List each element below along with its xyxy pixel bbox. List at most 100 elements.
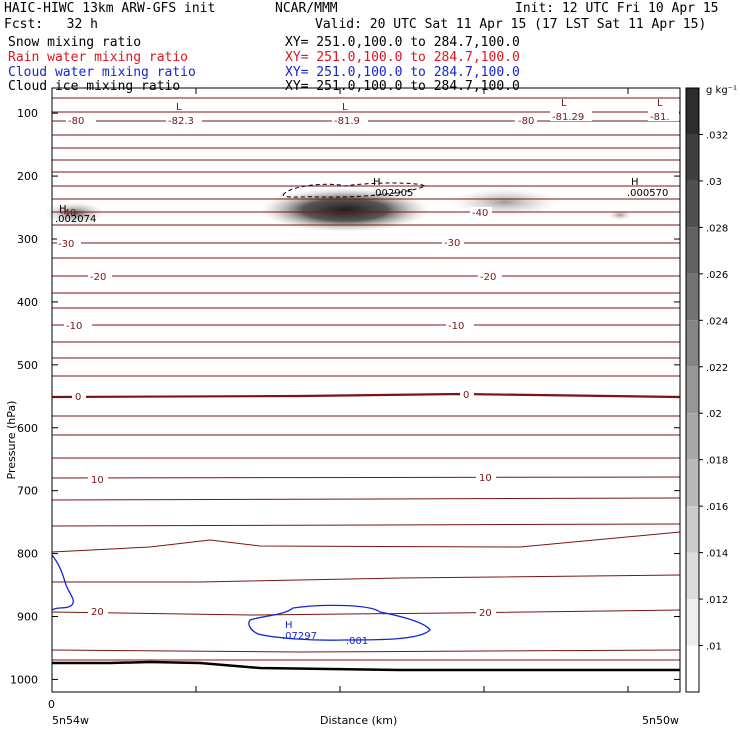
forecast-hour: Fcst: 32 h — [4, 17, 98, 32]
high-value: .002905 — [372, 188, 413, 199]
isotherm-label: 0 — [463, 390, 469, 401]
low-value: -82.3 — [168, 116, 194, 127]
isotherm-line — [51, 497, 681, 501]
colorbar-tick-label: .03 — [706, 177, 722, 188]
y-tick-label: 100 — [17, 107, 38, 120]
cloud-water-contour-label: .001 — [346, 636, 368, 647]
x-axis-title: Distance (km) — [320, 714, 397, 727]
high-marker: H — [59, 204, 67, 215]
colorbar-tick-label: .02 — [706, 409, 722, 420]
isotherm-label: -20 — [90, 272, 106, 283]
colorbar-tick-label: .024 — [706, 316, 728, 327]
snow-left-shade — [45, 202, 105, 224]
y-tick-label: 500 — [17, 359, 38, 372]
low-marker: L — [342, 102, 348, 113]
high-value: .07297 — [282, 631, 317, 642]
y-tick-label: 700 — [17, 485, 38, 498]
cloud-ice-contour — [282, 182, 426, 198]
isotherm-label: -80 — [518, 116, 534, 127]
colorbar-tick-label: .018 — [706, 456, 728, 467]
isotherm-line — [51, 476, 681, 479]
isotherm-label: 10 — [479, 473, 492, 484]
isotherm-label: 10 — [91, 475, 104, 486]
isotherm-label: -40 — [60, 208, 76, 219]
isotherm-label: -10 — [448, 321, 464, 332]
y-axis-title: Pressure (hPa) — [5, 401, 18, 480]
low-value: -81.9 — [334, 116, 360, 127]
isotherm-label: 0 — [75, 392, 81, 403]
field-cloudwater-name: Cloud water mixing ratio — [8, 65, 196, 80]
org-label: NCAR/MMM — [275, 1, 338, 16]
field-rain-name: Rain water mixing ratio — [8, 50, 189, 65]
high-marker: H — [285, 620, 293, 631]
cloud-water-contour-left — [51, 554, 74, 611]
isotherm-zero — [51, 392, 681, 399]
y-tick-label: 300 — [17, 233, 38, 246]
isotherm-labels: -80 -80 -40 -40 -30 -30 -20 -20 -10 -10 … — [57, 114, 537, 619]
y-tick-label: 900 — [17, 611, 38, 624]
high-value: .000570 — [627, 188, 668, 199]
y-tick-label: 1000 — [10, 673, 38, 686]
y-tick-marks — [52, 112, 680, 680]
cloud-water-contours — [51, 554, 431, 641]
x-origin-tick: 0 — [48, 698, 55, 711]
x-end-left-label: 5n54w — [52, 714, 89, 727]
isotherm-label: -40 — [472, 208, 488, 219]
colorbar-segment — [686, 273, 699, 321]
low-extrema: L -82.3 L -81.9 L -81.29 L -81. — [166, 98, 679, 127]
x-tick-marks — [51, 88, 629, 692]
isotherm-label: -20 — [480, 272, 496, 283]
colorbar-segment — [686, 459, 699, 507]
colorbar: g kg⁻¹ .01 .012 .014 .016 .018 .02 .022 .024 .02… — [685, 85, 737, 693]
colorbar-segment — [686, 552, 699, 600]
isotherm-label: 20 — [479, 608, 492, 619]
high-extrema: H .002074 H .002905 H .000570 — [55, 177, 668, 225]
isotherm-line — [52, 574, 681, 583]
high-marker: H — [631, 177, 639, 188]
y-tick-label: 400 — [17, 296, 38, 309]
colorbar-segment — [686, 227, 699, 274]
cloud-water-extrema: H .07297 .001 — [282, 620, 368, 647]
colorbar-unit: g kg⁻¹ — [706, 85, 737, 96]
field-cloudice-xy: XY= 251.0,100.0 to 284.7,100.0 — [285, 79, 520, 94]
colorbar-segment — [686, 320, 699, 367]
colorbar-tick-label: .032 — [706, 130, 728, 141]
y-tick-label: 200 — [17, 170, 38, 183]
field-snow-xy: XY= 251.0,100.0 to 284.7,100.0 — [285, 35, 520, 50]
colorbar-tick-label: .014 — [706, 549, 728, 560]
colorbar-tick-label: .01 — [706, 642, 722, 653]
colorbar-segment — [686, 599, 699, 646]
field-cloudice-name: Cloud ice mixing ratio — [8, 79, 181, 94]
colorbar-tick-label: .012 — [706, 595, 728, 606]
model-title: HAIC-HIWC 13km ARW-GFS init — [4, 1, 216, 16]
isotherm-line — [51, 531, 681, 553]
isotherm-label: -10 — [66, 321, 82, 332]
colorbar-tick-label: .022 — [706, 363, 728, 374]
x-end-right-label: 5n50w — [642, 714, 679, 727]
low-value: -81.29 — [552, 112, 584, 123]
high-marker: H — [373, 177, 381, 188]
colorbar-segment — [686, 134, 699, 181]
terrain-line — [52, 660, 680, 672]
field-cloudwater-xy: XY= 251.0,100.0 to 284.7,100.0 — [285, 65, 520, 80]
low-value: -81. — [650, 112, 670, 123]
colorbar-segment — [686, 180, 699, 228]
colorbar-tick-label: .026 — [706, 270, 728, 281]
low-marker: L — [176, 102, 182, 113]
y-tick-labels: 100 200 300 400 500 600 700 800 900 1000 — [10, 107, 38, 686]
colorbar-tick-label: .028 — [706, 223, 728, 234]
isotherm-line — [51, 523, 681, 527]
field-snow-name: Snow mixing ratio — [8, 35, 142, 50]
low-marker: L — [561, 98, 567, 109]
y-tick-label: 600 — [17, 422, 38, 435]
isotherm-label: -80 — [68, 116, 84, 127]
isotherm-label: 20 — [91, 607, 104, 618]
plot-frame — [51, 87, 681, 693]
isotherm-label: -30 — [58, 239, 74, 250]
isotherm-line — [51, 609, 681, 616]
colorbar-segment — [686, 366, 699, 414]
isotherm-label: -30 — [444, 238, 460, 249]
temperature-isotherms — [51, 97, 681, 661]
isotherm-line — [51, 649, 681, 653]
